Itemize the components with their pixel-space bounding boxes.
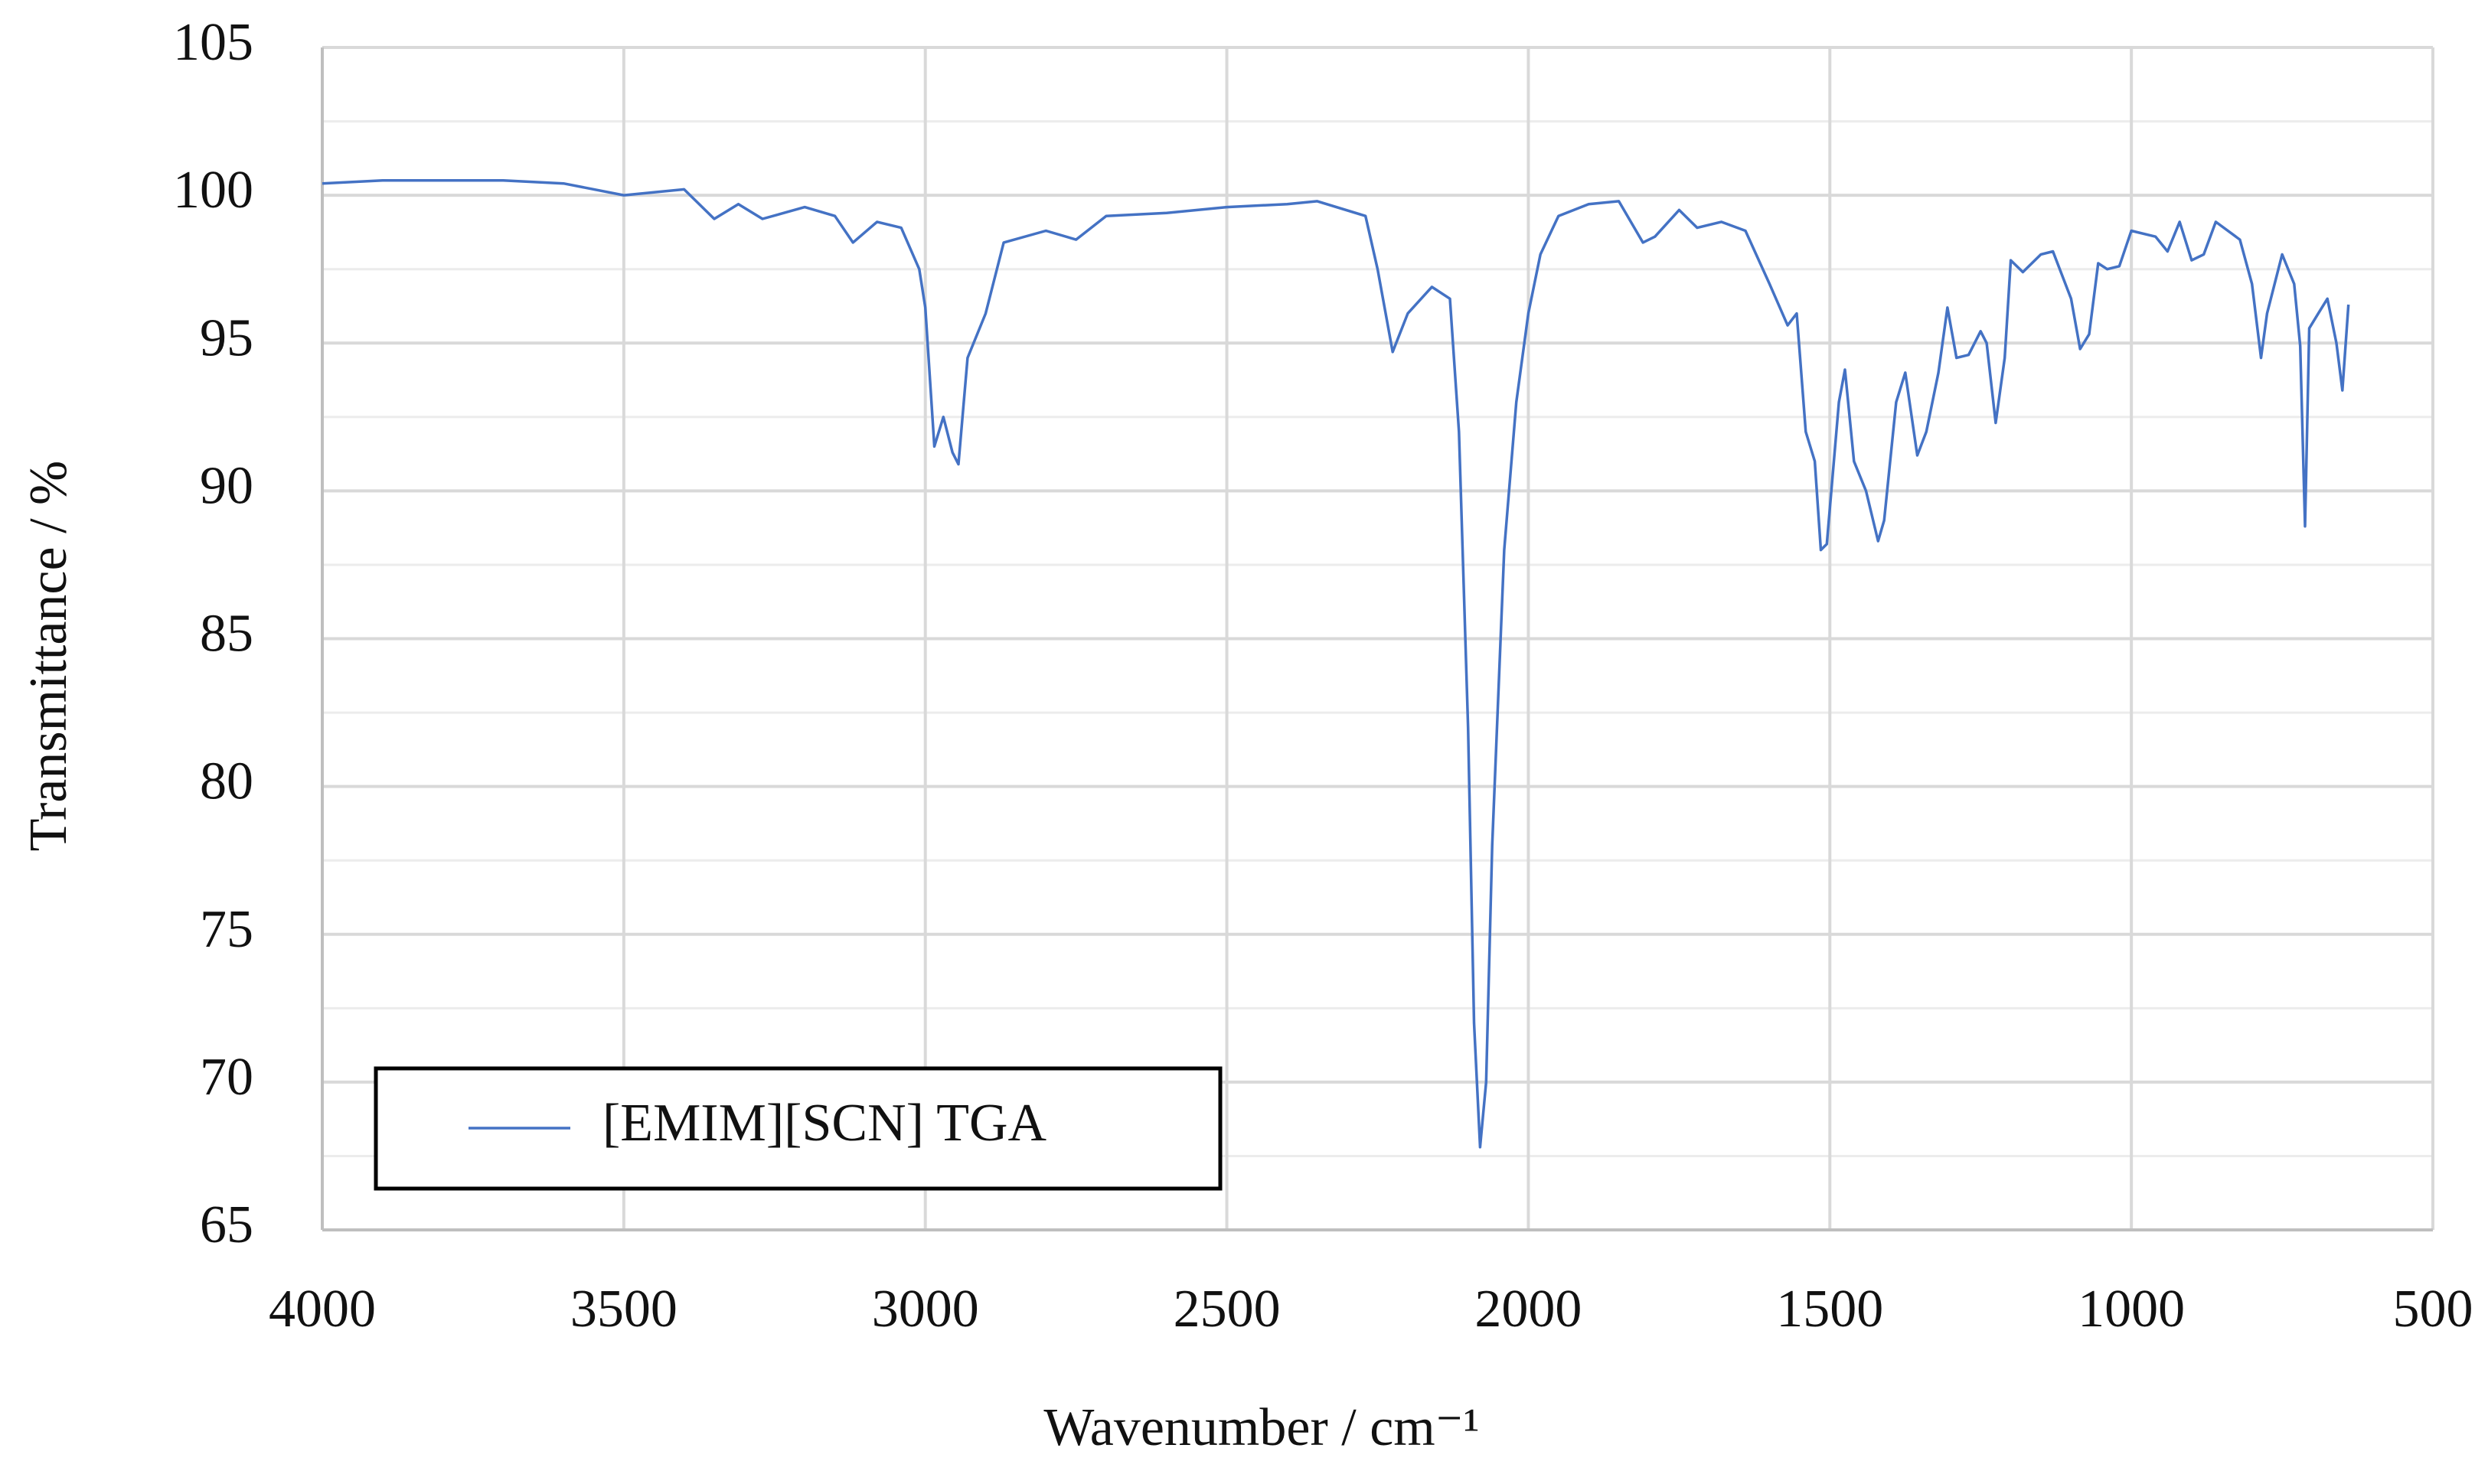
data-line <box>322 179 2350 1149</box>
y-tick-label: 65 <box>200 1195 253 1254</box>
y-axis-title: Transmittance / % <box>19 461 78 852</box>
y-tick-label: 70 <box>200 1048 253 1107</box>
x-tick-label: 1500 <box>1776 1280 1883 1339</box>
x-tick-label: 2500 <box>1174 1280 1281 1339</box>
y-tick-label: 100 <box>173 161 253 220</box>
legend-label: [EMIM][SCN] TGA <box>602 1094 1047 1153</box>
x-tick-label: 500 <box>2393 1280 2473 1339</box>
y-tick-label: 80 <box>200 752 253 811</box>
x-axis-title: Wavenumber / cm⁻¹ <box>1043 1398 1479 1457</box>
x-tick-label: 2000 <box>1474 1280 1582 1339</box>
y-tick-label: 105 <box>173 13 253 72</box>
x-tick-label: 4000 <box>269 1280 376 1339</box>
y-tick-label: 90 <box>200 456 253 515</box>
x-tick-label: 3500 <box>570 1280 678 1339</box>
x-tick-label: 3000 <box>872 1280 979 1339</box>
y-tick-label: 75 <box>200 900 253 959</box>
y-tick-label: 95 <box>200 308 253 367</box>
x-tick-label: 1000 <box>2078 1280 2185 1339</box>
y-tick-label: 85 <box>200 605 253 664</box>
